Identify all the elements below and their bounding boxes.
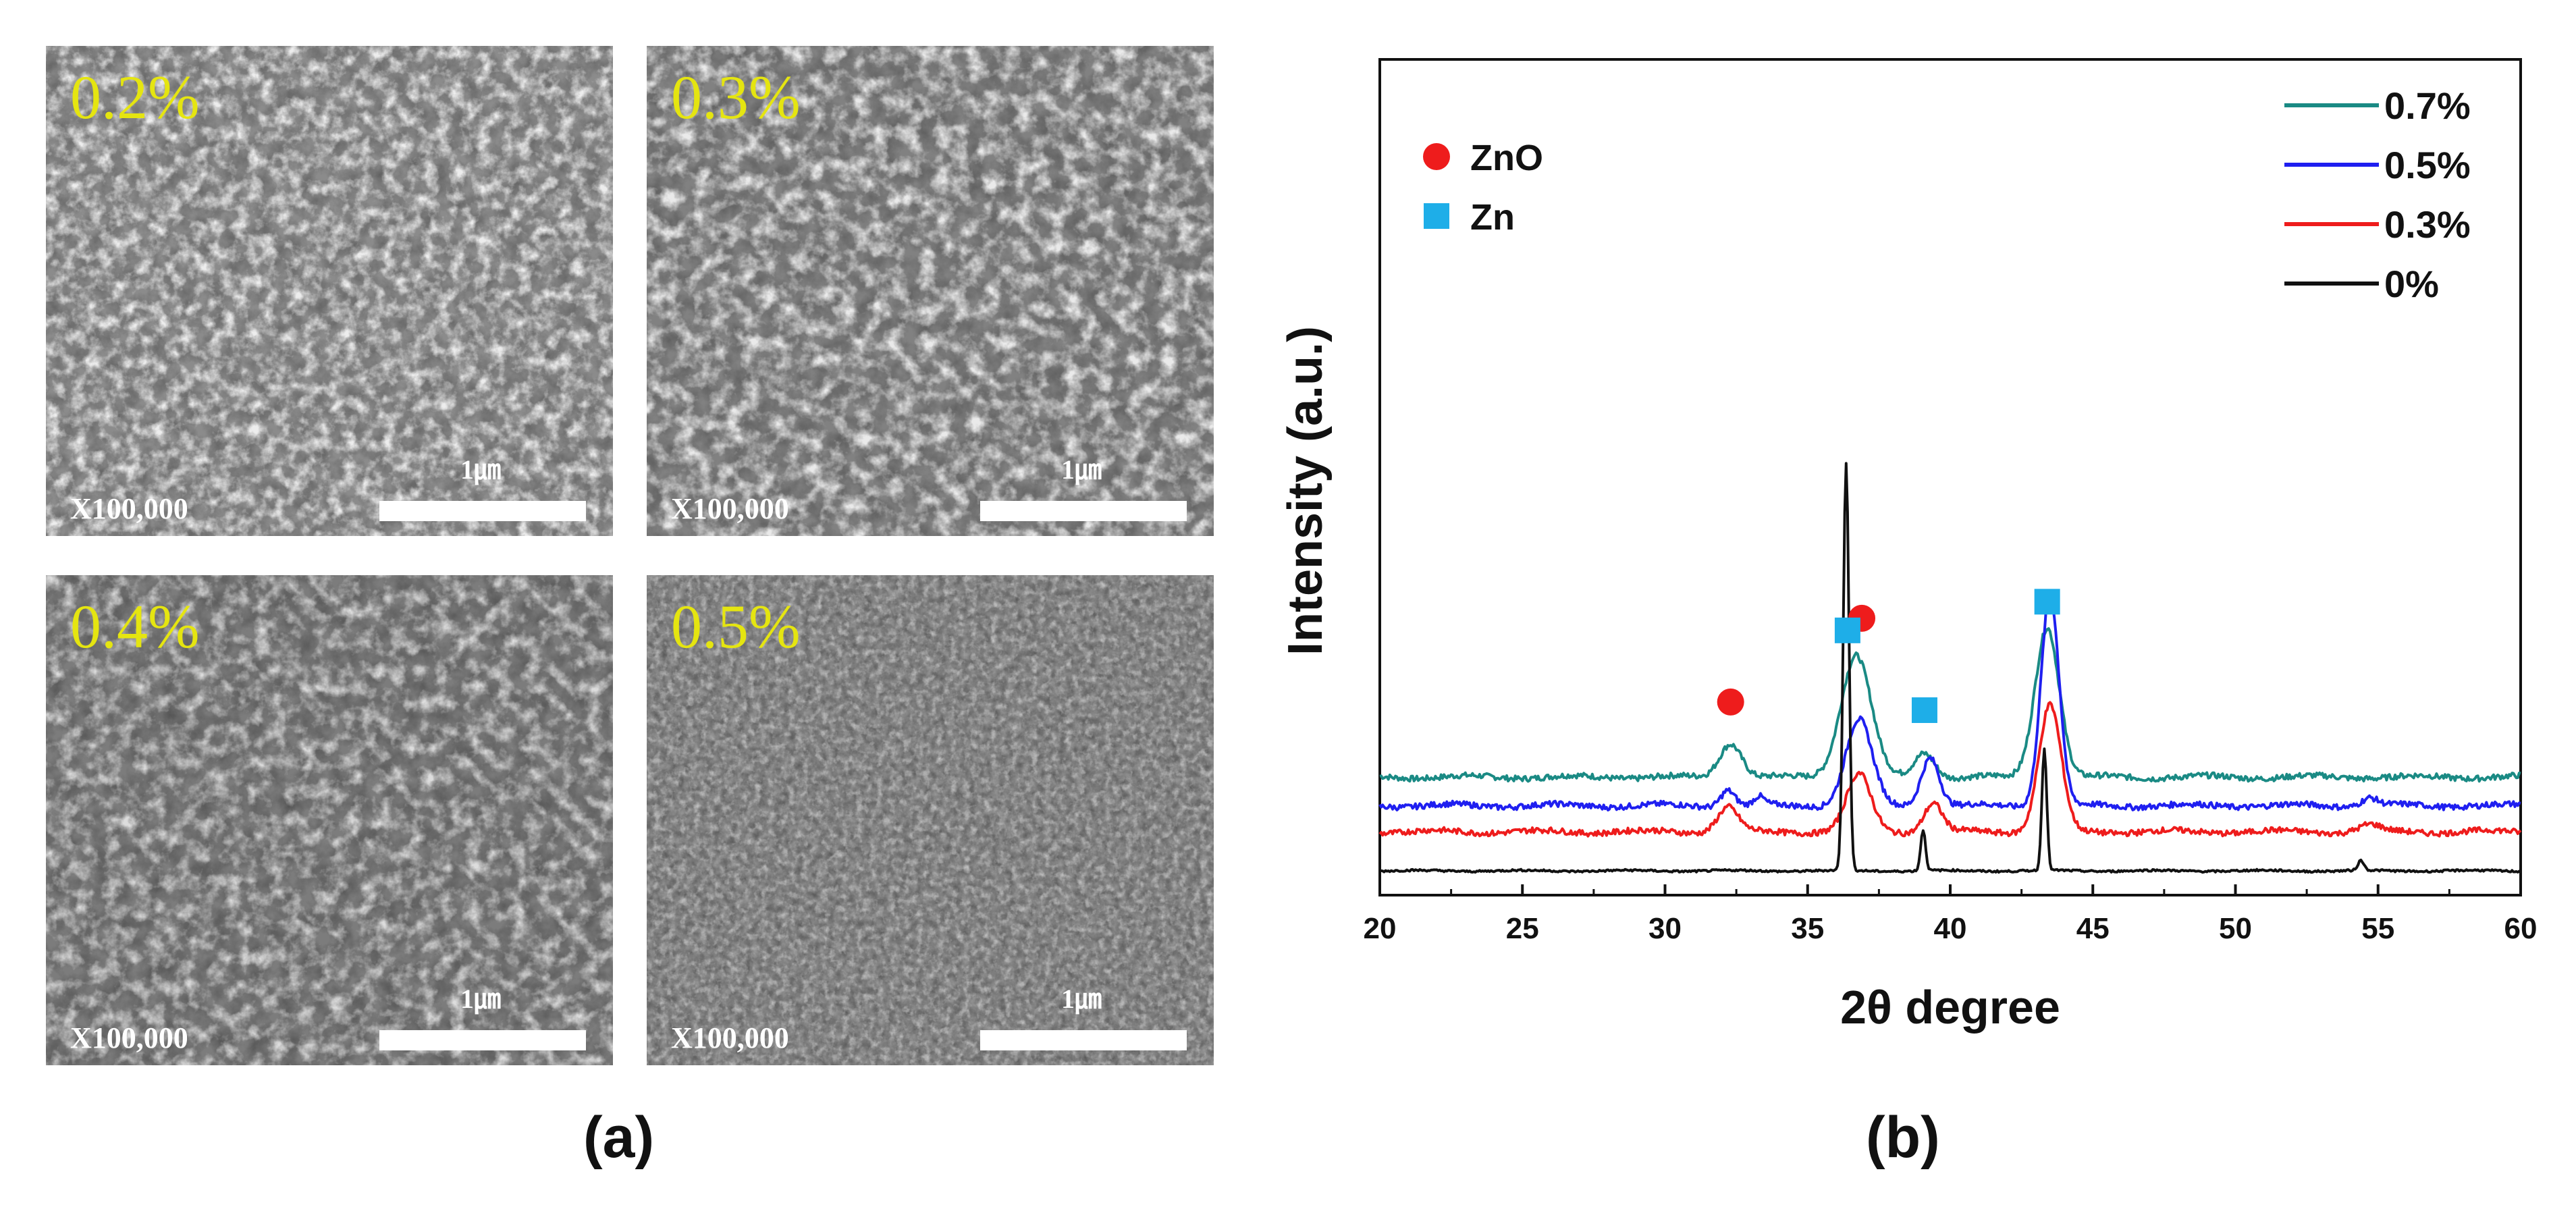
sem-texture: [46, 46, 613, 536]
legend-zno-marker: [1423, 143, 1450, 170]
legend-label-0.7%: 0.7%: [2384, 84, 2471, 127]
scalebar-label: 1㎛: [1061, 454, 1102, 485]
sem-panel-0.4: 0.4% 1㎛ X100,000: [46, 575, 613, 1065]
x-tick-label: 40: [1934, 912, 1967, 945]
legend-marker-label: Zn: [1470, 197, 1515, 238]
legend-label-0.3%: 0.3%: [2384, 203, 2471, 246]
scalebar-label: 1㎛: [460, 984, 501, 1014]
scalebar-label: 1㎛: [1061, 984, 1102, 1014]
sem-texture: [647, 575, 1214, 1065]
magnification-label: X100,000: [671, 1021, 789, 1054]
magnification-label: X100,000: [70, 1021, 188, 1054]
sem-label: 0.3%: [671, 63, 801, 132]
sem-panel-0.3: 0.3% 1㎛ X100,000: [647, 46, 1214, 536]
series-line-0.5%: [1378, 593, 2521, 811]
x-tick-label: 30: [1648, 912, 1682, 945]
zn-peak-marker: [1834, 617, 1860, 643]
x-tick-label: 60: [2504, 912, 2538, 945]
sem-label: 0.4%: [70, 592, 200, 661]
scalebar-label: 1㎛: [460, 454, 501, 485]
zn-peak-marker: [1911, 697, 1937, 723]
zno-peak-marker: [1717, 688, 1744, 716]
xrd-chart: 20 25 30 35 40 45 50 55 60 2θ degree Intensity (a.…: [1279, 58, 2538, 1034]
sem-label: 0.5%: [671, 592, 801, 661]
x-tick-label: 25: [1506, 912, 1539, 945]
zn-peak-marker: [2034, 589, 2060, 615]
sem-label: 0.2%: [70, 63, 200, 132]
scalebar: [379, 501, 586, 521]
magnification-label: X100,000: [671, 492, 789, 525]
series-line-0.7%: [1379, 627, 2521, 783]
sem-texture: [647, 46, 1214, 536]
sem-panel-0.2: 0.2% 1㎛ X100,000: [46, 46, 613, 536]
caption-b: (b): [1866, 1105, 1940, 1170]
legend-zn-marker: [1424, 203, 1449, 229]
y-axis-label: Intensity (a.u.): [1279, 326, 1333, 655]
scalebar: [379, 1030, 586, 1050]
x-axis-label: 2θ degree: [1840, 981, 2060, 1034]
plot-frame: [1378, 58, 2522, 896]
legend-marker-label: ZnO: [1470, 138, 1543, 178]
caption-a: (a): [583, 1105, 655, 1170]
x-tick-label: 35: [1791, 912, 1824, 945]
x-tick-label: 20: [1364, 912, 1397, 945]
series-line-0%: [1379, 462, 2521, 874]
scalebar: [980, 501, 1187, 521]
legend-label-0%: 0%: [2384, 263, 2439, 305]
magnification-label: X100,000: [70, 492, 188, 525]
sem-panel-0.5: 0.5% 1㎛ X100,000: [647, 575, 1214, 1065]
x-tick-label: 55: [2361, 912, 2394, 945]
scalebar: [980, 1030, 1187, 1050]
legend-label-0.5%: 0.5%: [2384, 144, 2471, 186]
x-tick-label: 45: [2076, 912, 2110, 945]
sem-texture: [46, 575, 613, 1065]
x-tick-label: 50: [2219, 912, 2252, 945]
series-line-0.3%: [1378, 701, 2522, 838]
